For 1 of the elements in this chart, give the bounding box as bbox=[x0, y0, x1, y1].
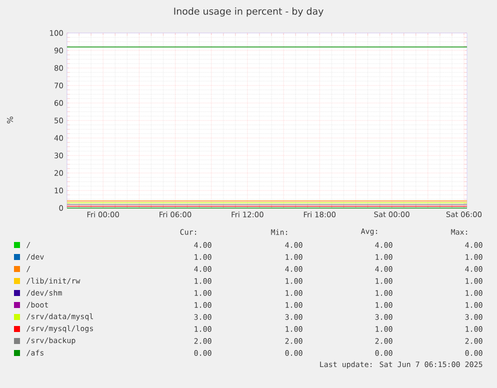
chart-title: Inode usage in percent - by day bbox=[174, 7, 324, 17]
